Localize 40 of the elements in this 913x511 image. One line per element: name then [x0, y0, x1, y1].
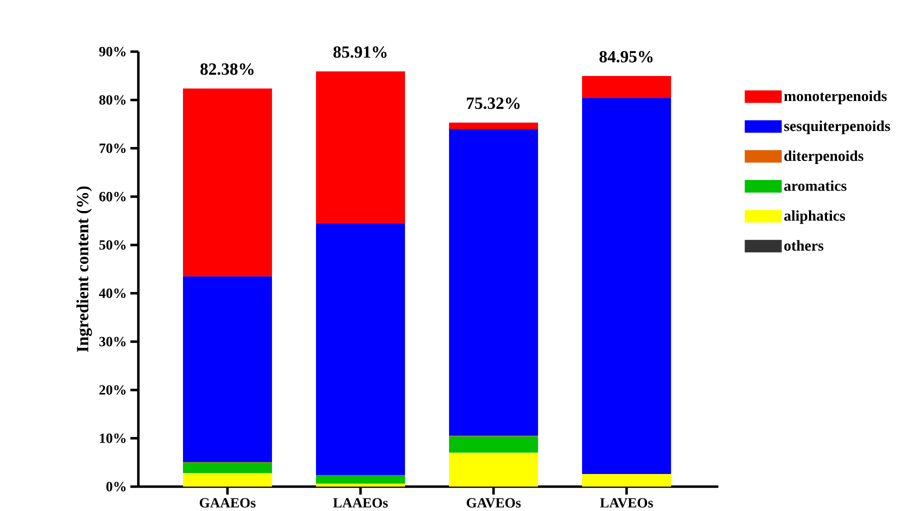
- y-tick-label: 50%: [99, 240, 126, 250]
- legend-label: aliphatics: [784, 210, 846, 224]
- bar: [582, 98, 672, 474]
- y-tick-label: 70%: [100, 144, 126, 154]
- total-label: 75.32%: [466, 98, 520, 110]
- total-label: 84.95%: [600, 50, 653, 63]
- bar: [449, 128, 538, 436]
- legend-label: others: [784, 240, 824, 251]
- bar: [449, 452, 538, 487]
- y-tick-label: 0%: [106, 482, 126, 492]
- bar: [316, 475, 406, 484]
- y-tick-label: 90%: [99, 46, 126, 56]
- y-tick-label: 60%: [99, 192, 126, 202]
- x-tick-label: GAAEOs: [200, 498, 256, 508]
- bar: [449, 436, 538, 453]
- bar: [316, 484, 406, 487]
- legend-label: aromatics: [784, 180, 846, 191]
- y-tick-label: 30%: [99, 336, 126, 346]
- y-tick-label: 10%: [100, 434, 126, 444]
- x-tick-label: LAAEOs: [333, 498, 388, 508]
- bar: [182, 88, 272, 276]
- total-label: 82.38%: [200, 63, 254, 75]
- bar: [316, 223, 406, 476]
- y-tick-label: 80%: [99, 95, 126, 105]
- legend-label: diterpenoids: [784, 150, 864, 164]
- bar: [582, 474, 672, 487]
- bar: [449, 122, 538, 129]
- total-label: 85.91%: [333, 46, 387, 58]
- bar: [182, 276, 272, 462]
- y-tick-label: 20%: [99, 385, 126, 395]
- legend-label: sesquiterpenoids: [784, 120, 890, 134]
- y-axis-title: Ingredient content (%): [76, 186, 92, 352]
- bar: [316, 71, 406, 224]
- y-tick-label: 40%: [99, 288, 126, 298]
- x-tick-label: LAVEOs: [600, 498, 653, 508]
- x-tick-label: GAVEOs: [466, 498, 521, 508]
- legend-label: monoterpenoids: [784, 90, 887, 104]
- bar: [182, 473, 272, 487]
- bar: [582, 76, 672, 98]
- bar: [182, 462, 272, 474]
